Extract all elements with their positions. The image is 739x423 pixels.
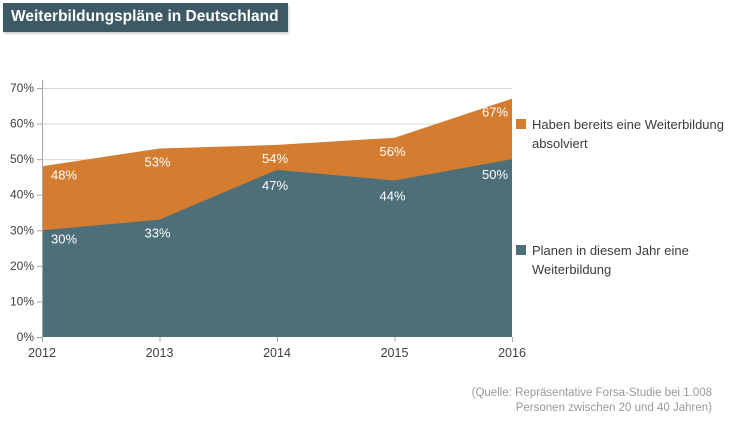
x-tick-label: 2015 (381, 346, 409, 360)
y-tick-label: 50% (10, 152, 34, 166)
x-tick-label: 2016 (498, 346, 526, 360)
data-label: 67% (482, 105, 508, 120)
legend-label-teal: Planen in diesem Jahr eine Weiterbildung (532, 243, 689, 277)
data-label: 56% (379, 144, 405, 159)
data-label: 47% (262, 178, 288, 193)
y-tick-label: 30% (10, 223, 34, 237)
x-tick-label: 2014 (263, 346, 291, 360)
data-label: 44% (379, 188, 405, 203)
data-label: 53% (144, 154, 170, 169)
data-label: 48% (51, 167, 77, 182)
data-label: 54% (262, 151, 288, 166)
x-tick-label: 2012 (28, 346, 56, 360)
legend-item-orange: Haben bereits eine Weiterbildung absolvi… (516, 115, 739, 153)
source-note-line1: (Quelle: Repräsentative Forsa-Studie bei… (471, 387, 712, 399)
y-tick-label: 70% (10, 81, 34, 95)
area-series-teal (42, 159, 512, 337)
legend-label-orange: Haben bereits eine Weiterbildung absolvi… (532, 117, 724, 151)
y-tick-label: 10% (10, 294, 34, 308)
source-note: (Quelle: Repräsentative Forsa-Studie bei… (472, 386, 712, 415)
source-note-line2: Personen zwischen 20 und 40 Jahren) (515, 401, 712, 414)
legend-item-teal: Planen in diesem Jahr eine Weiterbildung (516, 241, 739, 279)
y-tick-label: 40% (10, 188, 34, 202)
data-label: 33% (144, 226, 170, 241)
data-label: 30% (51, 231, 77, 246)
legend-swatch-orange-icon (516, 119, 526, 129)
y-tick-label: 60% (10, 117, 34, 131)
x-tick-label: 2013 (146, 346, 174, 360)
data-label: 50% (482, 167, 508, 182)
y-tick-label: 0% (17, 330, 35, 344)
y-tick-label: 20% (10, 259, 34, 273)
page-title: Weiterbildungspläne in Deutschland (3, 3, 288, 32)
legend-swatch-teal-icon (516, 245, 526, 255)
